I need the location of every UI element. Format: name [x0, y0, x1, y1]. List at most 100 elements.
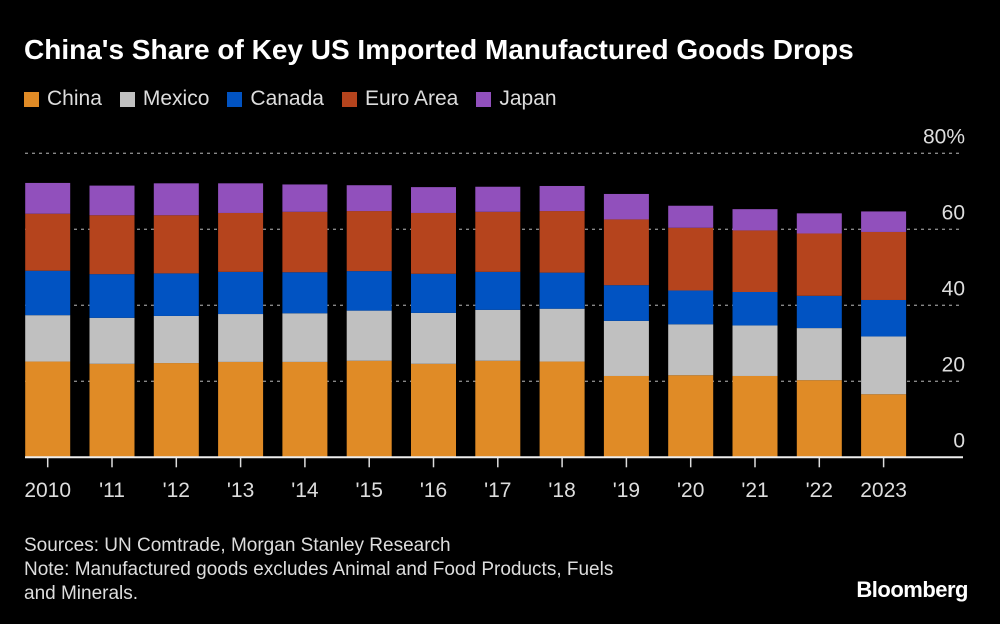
bar-china — [603, 375, 649, 458]
bar-euro-area — [218, 212, 264, 272]
bar-canada — [89, 274, 135, 318]
legend-label: Canada — [250, 87, 324, 110]
bar-china — [861, 394, 907, 458]
legend-swatch — [24, 91, 39, 107]
legend-swatch — [476, 91, 492, 107]
x-tick-label: 2010 — [24, 479, 71, 502]
chart-title: China's Share of Key US Imported Manufac… — [24, 34, 854, 65]
y-tick-label: 60 — [942, 201, 965, 224]
bar-canada — [861, 299, 907, 337]
x-tick-label: '14 — [291, 479, 319, 502]
x-tick-label: '15 — [356, 479, 383, 502]
bar-euro-area — [282, 211, 328, 273]
bar-mexico — [668, 324, 714, 376]
bar-japan — [89, 185, 135, 216]
bar-euro-area — [796, 233, 842, 296]
bar-euro-area — [603, 219, 649, 286]
bar-china — [153, 363, 199, 458]
bar-mexico — [475, 309, 521, 361]
bar-japan — [282, 184, 328, 212]
legend-swatch — [119, 91, 135, 107]
bloomberg-logo: Bloomberg — [856, 577, 968, 602]
bar-china — [732, 375, 778, 458]
bar-mexico — [89, 317, 135, 364]
y-tick-label: 40 — [942, 277, 965, 300]
bar-canada — [668, 290, 714, 325]
bar-china — [796, 380, 842, 458]
legend-item-mexico: Mexico — [119, 86, 210, 112]
bar-japan — [732, 209, 778, 231]
bar-mexico — [732, 325, 778, 376]
x-tick-label: '22 — [806, 479, 833, 502]
bar-canada — [346, 271, 392, 311]
bar-canada — [218, 271, 264, 315]
bar-china — [218, 361, 264, 458]
bar-mexico — [539, 308, 585, 362]
x-tick-label: '11 — [99, 479, 125, 502]
bar-china — [282, 361, 328, 458]
bar-mexico — [603, 320, 649, 376]
legend: China Mexico Canada Euro Area Japan — [24, 86, 557, 112]
bar-japan — [603, 193, 649, 220]
bar-canada — [796, 295, 842, 329]
legend-label: Mexico — [142, 87, 210, 110]
legend-swatch — [341, 91, 357, 107]
bar-canada — [603, 285, 649, 321]
x-tick-label: '13 — [227, 479, 254, 502]
bar-canada — [153, 273, 199, 316]
bar-japan — [218, 183, 264, 213]
bar-japan — [796, 213, 842, 234]
bar-mexico — [861, 336, 907, 395]
bar-canada — [539, 272, 585, 309]
legend-item-canada: Canada — [227, 86, 324, 112]
bar-china — [89, 363, 135, 458]
bar-japan — [861, 211, 907, 232]
bar-mexico — [282, 313, 328, 362]
bar-japan — [475, 186, 521, 212]
legend-item-japan: Japan — [476, 86, 557, 112]
bar-japan — [539, 185, 585, 212]
bar-mexico — [25, 315, 71, 362]
bar-china — [475, 360, 521, 458]
legend-label: Japan — [499, 87, 557, 110]
bar-mexico — [796, 328, 842, 381]
bar-mexico — [218, 314, 264, 362]
x-tick-label: '17 — [484, 479, 511, 502]
bar-euro-area — [25, 213, 71, 271]
bar-euro-area — [861, 231, 907, 300]
x-tick-label: '16 — [420, 479, 447, 502]
bar-mexico — [346, 310, 392, 361]
bar-china — [346, 360, 392, 458]
bar-euro-area — [668, 227, 714, 291]
bar-canada — [732, 292, 778, 326]
y-tick-label: 0 — [953, 429, 965, 452]
sources-text: Sources: UN Comtrade, Morgan Stanley Res… — [24, 535, 451, 556]
bar-euro-area — [475, 211, 521, 272]
x-tick-label: '12 — [163, 479, 190, 502]
x-tick-label: 2023 — [860, 479, 907, 502]
bar-canada — [282, 272, 328, 314]
bar-mexico — [411, 312, 456, 364]
legend-swatch — [227, 91, 243, 107]
legend-label: Euro Area — [364, 87, 459, 110]
y-tick-label: 80% — [923, 125, 965, 148]
bar-euro-area — [732, 230, 778, 292]
legend-item-euro-area: Euro Area — [341, 86, 459, 112]
footer: Sources: UN Comtrade, Morgan Stanley Res… — [24, 534, 613, 606]
bar-china — [25, 361, 71, 458]
bar-canada — [25, 270, 71, 316]
bar-china — [411, 363, 456, 458]
bar-euro-area — [346, 211, 392, 272]
x-tick-label: '18 — [548, 479, 575, 502]
bar-japan — [25, 182, 71, 214]
bar-china — [539, 361, 585, 458]
bar-euro-area — [411, 212, 456, 274]
bar-japan — [411, 187, 456, 213]
bar-canada — [411, 273, 456, 313]
bar-japan — [668, 205, 714, 228]
bar-china — [668, 375, 714, 458]
legend-label: China — [47, 87, 102, 110]
bar-euro-area — [539, 211, 585, 273]
bar-euro-area — [89, 215, 135, 275]
